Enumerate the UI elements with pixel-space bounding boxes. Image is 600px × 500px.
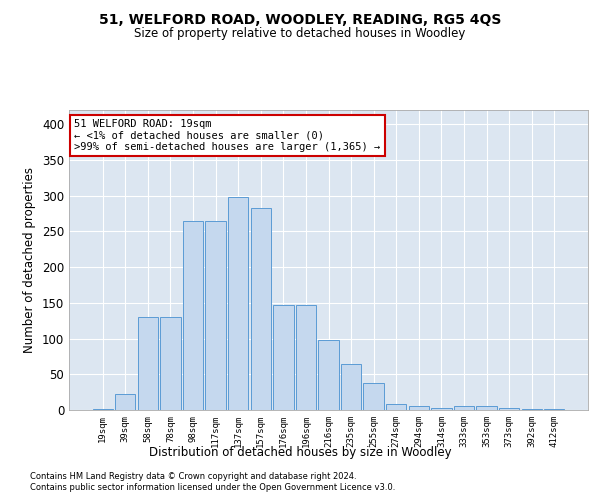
Text: Contains HM Land Registry data © Crown copyright and database right 2024.: Contains HM Land Registry data © Crown c… — [30, 472, 356, 481]
Bar — [499, 408, 519, 410]
Bar — [544, 408, 565, 410]
Bar — [521, 408, 542, 410]
Bar — [205, 220, 226, 410]
Bar — [476, 406, 497, 410]
Text: 51 WELFORD ROAD: 19sqm
← <1% of detached houses are smaller (0)
>99% of semi-det: 51 WELFORD ROAD: 19sqm ← <1% of detached… — [74, 119, 380, 152]
Text: Contains public sector information licensed under the Open Government Licence v3: Contains public sector information licen… — [30, 484, 395, 492]
Bar — [341, 364, 361, 410]
Bar — [454, 406, 474, 410]
Bar — [296, 305, 316, 410]
Text: Size of property relative to detached houses in Woodley: Size of property relative to detached ho… — [134, 28, 466, 40]
Bar — [364, 383, 384, 410]
Text: 51, WELFORD ROAD, WOODLEY, READING, RG5 4QS: 51, WELFORD ROAD, WOODLEY, READING, RG5 … — [99, 12, 501, 26]
Bar — [251, 208, 271, 410]
Bar — [138, 317, 158, 410]
Bar — [431, 408, 452, 410]
Bar — [160, 317, 181, 410]
Bar — [115, 394, 136, 410]
Bar — [183, 220, 203, 410]
Bar — [409, 406, 429, 410]
Text: Distribution of detached houses by size in Woodley: Distribution of detached houses by size … — [149, 446, 451, 459]
Bar — [228, 197, 248, 410]
Bar — [92, 408, 113, 410]
Bar — [319, 340, 338, 410]
Bar — [386, 404, 406, 410]
Bar — [273, 305, 293, 410]
Y-axis label: Number of detached properties: Number of detached properties — [23, 167, 37, 353]
